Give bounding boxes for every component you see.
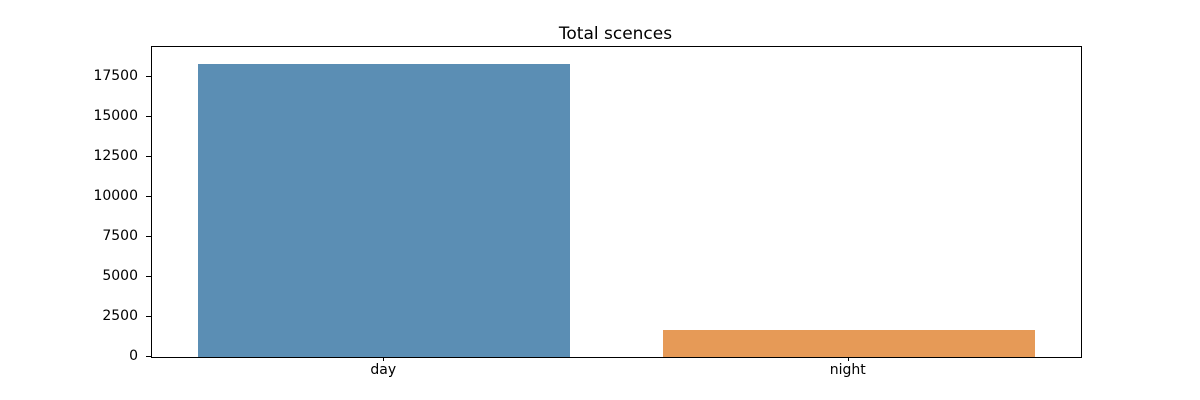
y-tick-label-5000: 5000 xyxy=(102,268,138,284)
bar-night xyxy=(662,330,1035,357)
y-tick-mark-7500 xyxy=(146,236,151,237)
y-tick-label-15000: 15000 xyxy=(93,108,138,124)
y-tick-mark-15000 xyxy=(146,116,151,117)
y-tick-label-0: 0 xyxy=(129,348,138,364)
y-tick-label-17500: 17500 xyxy=(93,68,138,84)
y-tick-label-7500: 7500 xyxy=(102,228,138,244)
x-tick-label-day: day xyxy=(370,362,397,378)
y-tick-mark-10000 xyxy=(146,196,151,197)
y-tick-label-10000: 10000 xyxy=(93,188,138,204)
x-tick-mark-day xyxy=(383,357,385,361)
chart-title: Total scences xyxy=(558,24,673,44)
y-tick-label-2500: 2500 xyxy=(102,308,138,324)
y-tick-mark-17500 xyxy=(146,76,151,77)
x-tick-label-night: night xyxy=(829,362,866,378)
y-tick-mark-12500 xyxy=(146,156,151,157)
y-tick-label-12500: 12500 xyxy=(93,148,138,164)
bar-day xyxy=(198,63,571,357)
x-tick-mark-night xyxy=(847,357,849,361)
plot-area xyxy=(151,46,1082,358)
y-tick-mark-0 xyxy=(146,356,151,357)
y-tick-mark-5000 xyxy=(146,276,151,277)
y-tick-mark-2500 xyxy=(146,316,151,317)
